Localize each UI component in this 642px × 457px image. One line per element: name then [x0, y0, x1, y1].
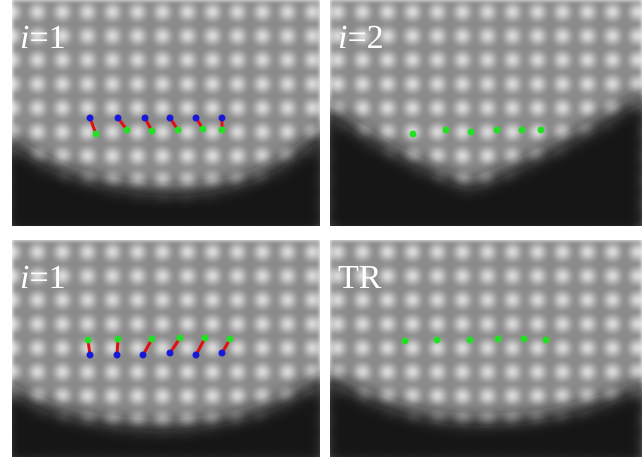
- blue-dot: [87, 115, 94, 122]
- green-dot: [227, 336, 234, 343]
- blue-dot: [219, 115, 226, 122]
- green-dot: [410, 131, 417, 138]
- green-dot: [543, 337, 550, 344]
- green-dot: [124, 127, 131, 134]
- panel-label: i=1: [20, 259, 66, 296]
- blue-dot: [193, 352, 200, 359]
- green-dot: [175, 127, 182, 134]
- green-dot: [219, 127, 226, 134]
- green-dot: [200, 126, 207, 133]
- label-variable: i: [338, 19, 347, 56]
- green-dot: [115, 336, 122, 343]
- green-dot: [468, 129, 475, 136]
- blue-dot: [167, 115, 174, 122]
- green-dot: [85, 337, 92, 344]
- blue-dot: [115, 115, 122, 122]
- label-variable: i: [20, 19, 29, 56]
- blue-dot: [193, 115, 200, 122]
- green-dot: [93, 131, 100, 138]
- green-dot: [434, 337, 441, 344]
- panel-label: TR: [338, 259, 382, 296]
- label-value: =1: [29, 19, 65, 56]
- green-dot: [149, 336, 156, 343]
- green-dot: [402, 338, 409, 345]
- green-dot: [177, 335, 184, 342]
- blue-dot: [87, 352, 94, 359]
- panel-label: i=1: [20, 19, 66, 56]
- label-variable: i: [20, 259, 29, 296]
- green-dot: [521, 336, 528, 343]
- page: {"panels": [ {"label": {"italic": "i", "…: [0, 0, 642, 457]
- blue-dot: [114, 352, 121, 359]
- green-dot: [149, 128, 156, 135]
- figure: i=1 i=2 i=1 TR: [0, 0, 642, 457]
- label-value: =1: [29, 259, 65, 296]
- blue-dot: [140, 352, 147, 359]
- blue-dot: [219, 350, 226, 357]
- green-dot: [519, 127, 526, 134]
- green-dot: [494, 127, 501, 134]
- label-value: TR: [338, 259, 382, 296]
- green-dot: [467, 337, 474, 344]
- label-value: =2: [347, 19, 383, 56]
- green-dot: [538, 127, 545, 134]
- green-dot: [443, 127, 450, 134]
- green-dot: [495, 336, 502, 343]
- green-dot: [202, 335, 209, 342]
- blue-dot: [142, 115, 149, 122]
- blue-dot: [167, 350, 174, 357]
- panel-label: i=2: [338, 19, 384, 56]
